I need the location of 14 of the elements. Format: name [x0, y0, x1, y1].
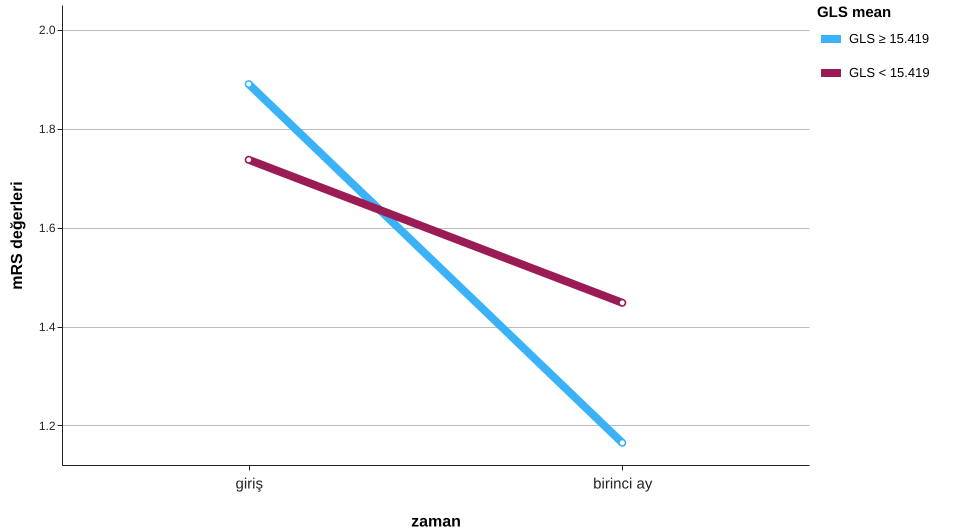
y-tick-label: 1.2	[38, 418, 56, 433]
point	[244, 80, 253, 88]
x-axis-title: zaman	[411, 514, 461, 530]
x-tick-label: birinci ay	[593, 476, 653, 492]
y-tick-label: 2.0	[38, 23, 56, 38]
y-axis-title: mRS değerleri	[8, 181, 26, 290]
x-tick-label: giriş	[235, 476, 264, 492]
legend-label: GLS < 15.419	[849, 65, 930, 80]
y-tick-label: 1.6	[38, 221, 56, 236]
y-tick-label: 1.8	[38, 122, 56, 136]
legend-title: GLS mean	[817, 4, 892, 21]
y-tick-label: 1.4	[38, 320, 56, 334]
legend-label: GLS ≥ 15.419	[849, 31, 930, 46]
point	[618, 438, 626, 447]
